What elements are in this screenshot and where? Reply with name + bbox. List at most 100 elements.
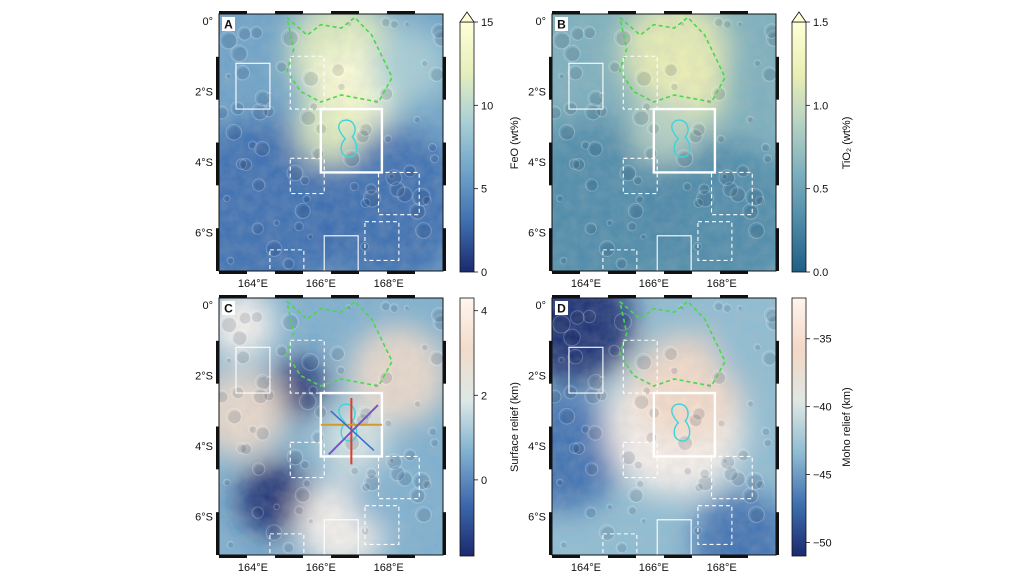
mare-outline	[286, 300, 394, 387]
frame-tick-right	[443, 56, 446, 100]
map-image	[219, 14, 443, 271]
dashed-region-box	[289, 441, 325, 479]
surface-texture	[552, 14, 776, 271]
colorbar-scale	[459, 297, 475, 557]
frame-tick-top	[608, 295, 636, 298]
frame-tick-top	[552, 11, 580, 14]
lat-tick-label: 2°S	[528, 86, 546, 98]
dashed-region-box	[364, 221, 400, 261]
colorbar-tick-label: −45	[813, 470, 832, 482]
frame-tick-top	[275, 295, 303, 298]
frame-tick-bottom	[720, 271, 748, 274]
frame-tick-top	[275, 11, 303, 14]
frame-tick-bottom	[608, 555, 636, 558]
frame-tick-left	[549, 426, 552, 470]
panel-letter-bg	[555, 17, 568, 31]
lat-tick-label: 4°S	[528, 441, 546, 453]
frame-tick-bottom	[331, 271, 359, 274]
panel-letter: C	[224, 302, 233, 316]
dashed-region-box	[622, 339, 658, 394]
panel-letter: D	[557, 302, 566, 316]
frame-tick-right	[776, 426, 779, 470]
dashed-region-box	[622, 55, 658, 110]
panel-letter-bg	[555, 301, 568, 315]
lon-tick-label: 164°E	[571, 278, 601, 290]
frame-tick-left	[216, 340, 219, 384]
study-area-box	[652, 391, 717, 458]
frame-tick-right	[776, 56, 779, 100]
solid-region-box	[568, 62, 604, 110]
lon-tick-label: 164°E	[238, 562, 268, 574]
craters	[552, 16, 776, 270]
frame-tick-top	[664, 295, 692, 298]
colorbar-extend-arrow	[791, 11, 807, 23]
mare-outline	[619, 16, 727, 103]
panel-letter: A	[224, 18, 233, 32]
colorbar-label: TiO₂ (wt%)	[841, 117, 853, 170]
lon-tick-label: 166°E	[639, 278, 669, 290]
colorbar-tick-label: 0	[481, 267, 487, 279]
lat-tick-label: 0°	[202, 16, 213, 28]
mare-outline	[619, 300, 727, 387]
frame-tick-bottom	[387, 555, 415, 558]
frame-tick-right	[776, 228, 779, 271]
colorbar-tick-label: −35	[813, 334, 832, 346]
colorbar: −35 −40 −45 −50 Moho relief (km)	[791, 297, 853, 557]
central-feature-outline	[671, 119, 691, 158]
map-image	[219, 298, 443, 555]
central-feature-outline	[671, 403, 691, 442]
frame-tick-top	[219, 295, 247, 298]
mare-outline	[286, 16, 394, 103]
frame-tick-top	[387, 11, 415, 14]
solid-region-box	[323, 235, 359, 271]
colorbar: 0 2 4 Surface relief (km)	[459, 297, 521, 557]
frame-tick-bottom	[664, 271, 692, 274]
colorbar-tick-label: 15	[481, 17, 493, 29]
colorbar: 0.0 0.5 1.0 1.5 TiO₂ (wt%)	[791, 11, 853, 279]
lat-tick-label: 2°S	[195, 86, 213, 98]
frame-tick-right	[443, 426, 446, 470]
lon-tick-label: 168°E	[707, 562, 737, 574]
panel-a: A 0° 2°S 4°S 6°S 164°E 166°E 168°E 0 5 10 15 FeO (wt…	[195, 11, 521, 290]
panel-d: D 0° 2°S 4°S 6°S 164°E 166°E 168°E −35 −40 −45 −50 M…	[528, 295, 853, 574]
frame-tick-top	[720, 11, 748, 14]
frame-tick-top	[552, 295, 580, 298]
colorbar-tick-label: 1.0	[813, 100, 828, 112]
dashed-region-box	[289, 157, 325, 195]
colorbar-scale	[791, 21, 807, 273]
lat-tick-label: 4°S	[195, 441, 213, 453]
frame-tick-bottom	[275, 271, 303, 274]
frame-tick-left	[549, 340, 552, 384]
frame-tick-top	[608, 11, 636, 14]
central-feature-outline	[338, 403, 358, 442]
panel-c: C 0° 2°S 4°S 6°S 164°E 166°E 168°E 0 2 4 Surface re…	[195, 295, 521, 574]
colorbar-tick-label: −50	[813, 537, 832, 549]
lon-tick-label: 164°E	[238, 278, 268, 290]
dashed-region-box	[622, 441, 658, 479]
frame-tick-right	[776, 142, 779, 186]
frame-tick-top	[331, 11, 359, 14]
profile-line-diag-2	[330, 410, 375, 452]
solid-region-box	[568, 346, 604, 394]
craters	[219, 16, 443, 270]
colorbar-tick-label: 5	[481, 184, 487, 196]
dashed-region-box	[697, 505, 733, 545]
lon-tick-label: 164°E	[571, 562, 601, 574]
frame-tick-top	[720, 295, 748, 298]
study-area-box	[319, 107, 384, 174]
study-area-box	[652, 107, 717, 174]
frame-tick-top	[219, 11, 247, 14]
dashed-region-box	[697, 221, 733, 261]
frame-tick-top	[331, 295, 359, 298]
panel-letter-bg	[222, 301, 235, 315]
colorbar-tick-label: −40	[813, 402, 832, 414]
frame-tick-left	[216, 56, 219, 100]
frame-tick-right	[776, 512, 779, 555]
frame-tick-left	[216, 426, 219, 470]
dashed-region-box	[289, 339, 325, 394]
frame-tick-bottom	[664, 555, 692, 558]
colorbar-tick-label: 2	[481, 390, 487, 402]
colorbar-label: FeO (wt%)	[509, 117, 521, 170]
panel-b: B 0° 2°S 4°S 6°S 164°E 166°E 168°E 0.0 0.5 1.0 1.5 T…	[528, 11, 853, 290]
profile-line-diag-1	[328, 404, 379, 456]
